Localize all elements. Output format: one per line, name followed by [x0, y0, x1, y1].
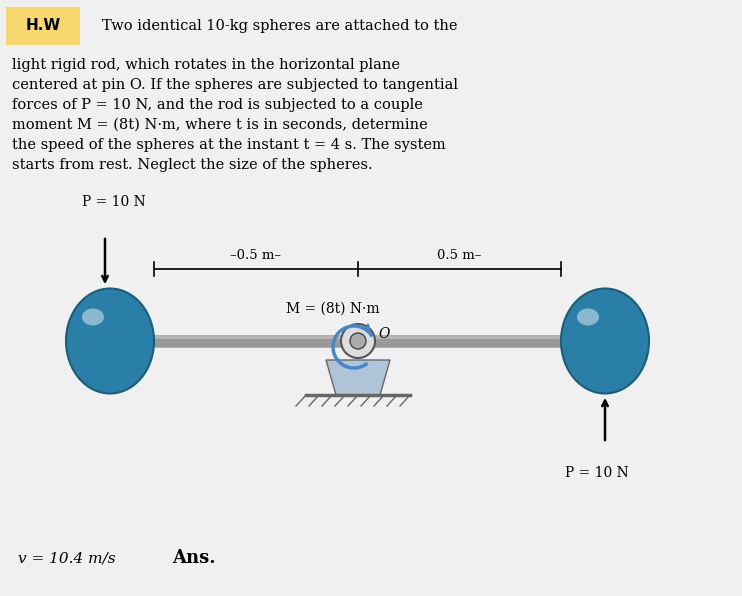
Text: H.W: H.W: [25, 18, 61, 33]
Text: –0.5 m–: –0.5 m–: [231, 249, 281, 262]
Text: P = 10 N: P = 10 N: [565, 466, 629, 480]
Circle shape: [350, 333, 366, 349]
Ellipse shape: [561, 288, 649, 393]
Ellipse shape: [66, 288, 154, 393]
Text: v = 10.4 m/s: v = 10.4 m/s: [18, 551, 116, 565]
Text: 0.5 m–: 0.5 m–: [437, 249, 482, 262]
Ellipse shape: [82, 309, 104, 325]
Polygon shape: [326, 360, 390, 395]
Text: Ans.: Ans.: [172, 549, 216, 567]
Text: Two identical 10-kg spheres are attached to the: Two identical 10-kg spheres are attached…: [102, 19, 458, 33]
Ellipse shape: [577, 309, 599, 325]
FancyBboxPatch shape: [6, 7, 80, 45]
Text: P = 10 N: P = 10 N: [82, 195, 145, 209]
Text: M = (8t) N·m: M = (8t) N·m: [286, 302, 380, 316]
Text: O: O: [378, 327, 390, 341]
Text: light rigid rod, which rotates in the horizontal plane
centered at pin O. If the: light rigid rod, which rotates in the ho…: [12, 58, 458, 172]
Circle shape: [341, 324, 375, 358]
